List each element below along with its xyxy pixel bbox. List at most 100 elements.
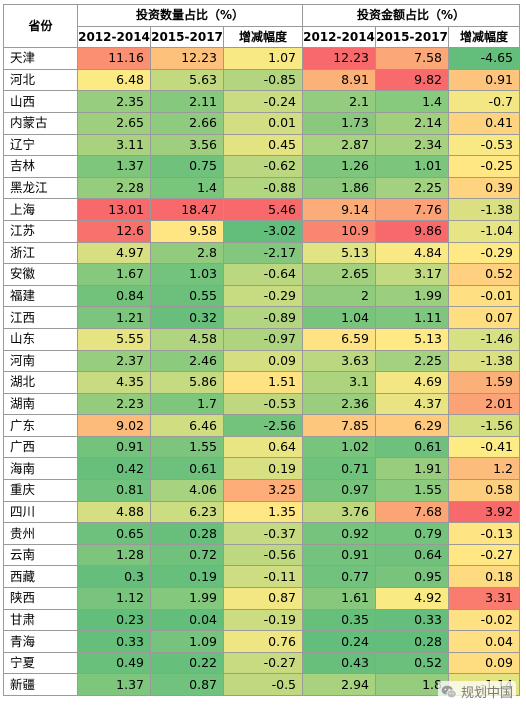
amount-2012-2014-cell: 1.61 xyxy=(302,587,376,610)
amount-2015-2017-cell: 4.69 xyxy=(375,371,449,394)
count-change-cell: -0.29 xyxy=(223,284,303,308)
amount-change-cell: 0.41 xyxy=(448,111,520,135)
amount-change-cell: 0.52 xyxy=(448,263,520,286)
amount-2012-2014-cell: 10.9 xyxy=(302,219,376,243)
count-change-cell: 3.25 xyxy=(223,479,303,502)
province-cell: 天津 xyxy=(3,47,78,70)
table-row: 西藏 0.3 0.19 -0.11 0.77 0.95 0.18 xyxy=(3,565,520,589)
count-2012-2014-cell: 3.11 xyxy=(77,133,151,157)
province-cell: 山东 xyxy=(3,327,78,351)
table-row: 吉林 1.37 0.75 -0.62 1.26 1.01 -0.25 xyxy=(3,155,520,178)
province-cell: 四川 xyxy=(3,500,78,524)
province-cell: 江西 xyxy=(3,306,78,329)
table-row: 江苏 12.6 9.58 -3.02 10.9 9.86 -1.04 xyxy=(3,219,520,243)
count-2012-2014-cell: 0.23 xyxy=(77,608,151,632)
amount-change-cell: -0.41 xyxy=(448,435,520,459)
table-row: 重庆 0.81 4.06 3.25 0.97 1.55 0.58 xyxy=(3,479,520,502)
amount-2012-2014-cell: 0.35 xyxy=(302,608,376,632)
investment-table: 省份 投资数量占比（%） 投资金额占比（%） 2012-2014 2015-20… xyxy=(3,3,520,696)
table-row: 湖南 2.23 1.7 -0.53 2.36 4.37 2.01 xyxy=(3,392,520,416)
header-row-top: 省份 投资数量占比（%） 投资金额占比（%） xyxy=(3,3,520,49)
table-row: 上海 13.01 18.47 5.46 9.14 7.76 -1.38 xyxy=(3,198,520,221)
count-2012-2014-cell: 2.28 xyxy=(77,176,151,200)
count-2012-2014-cell: 2.23 xyxy=(77,392,151,416)
province-cell: 湖北 xyxy=(3,371,78,394)
amount-2015-2017-cell: 6.29 xyxy=(375,414,449,437)
amount-2012-2014-cell: 2.87 xyxy=(302,133,376,157)
wechat-icon xyxy=(441,685,457,698)
amount-2015-2017-cell: 1.55 xyxy=(375,479,449,502)
count-2015-2017-cell: 2.11 xyxy=(150,90,224,113)
count-2012-2014-cell: 4.88 xyxy=(77,500,151,524)
table-row: 山西 2.35 2.11 -0.24 2.1 1.4 -0.7 xyxy=(3,90,520,113)
amount-change-cell: 0.39 xyxy=(448,176,520,200)
table-row: 天津 11.16 12.23 1.07 12.23 7.58 -4.65 xyxy=(3,47,520,70)
province-header: 省份 xyxy=(3,3,78,49)
count-2015-2017-cell: 2.8 xyxy=(150,241,224,265)
count-2012-2014-cell: 0.84 xyxy=(77,284,151,308)
table-row: 辽宁 3.11 3.56 0.45 2.87 2.34 -0.53 xyxy=(3,133,520,157)
amount-2012-2014-cell: 2 xyxy=(302,284,376,308)
count-change-cell: 1.51 xyxy=(223,371,303,394)
amount-2012-2014-cell: 2.1 xyxy=(302,90,376,113)
count-2012-2014-cell: 6.48 xyxy=(77,68,151,92)
province-cell: 河南 xyxy=(3,349,78,373)
amount-2015-2017-cell: 9.86 xyxy=(375,219,449,243)
amount-2012-2014-cell: 9.14 xyxy=(302,198,376,221)
count-2012-2014-cell: 2.37 xyxy=(77,349,151,373)
amount-2012-2014-cell: 8.91 xyxy=(302,68,376,92)
count-2012-2014-cell: 0.3 xyxy=(77,565,151,589)
table-row: 云南 1.28 0.72 -0.56 0.91 0.64 -0.27 xyxy=(3,543,520,567)
count-2015-2017-cell: 5.86 xyxy=(150,371,224,394)
table-row: 青海 0.33 1.09 0.76 0.24 0.28 0.04 xyxy=(3,630,520,653)
count-change-cell: -2.56 xyxy=(223,414,303,437)
table-row: 河北 6.48 5.63 -0.85 8.91 9.82 0.91 xyxy=(3,68,520,92)
amount-2015-2017-cell: 7.58 xyxy=(375,47,449,70)
amount-change-cell: -0.53 xyxy=(448,133,520,157)
amount-2015-2017-cell: 0.33 xyxy=(375,608,449,632)
count-2012-2014-cell: 4.35 xyxy=(77,371,151,394)
amount-2012-2014-cell: 0.43 xyxy=(302,651,376,675)
amount-2012-2014-cell: 3.63 xyxy=(302,349,376,373)
amount-2012-2014-cell: 5.13 xyxy=(302,241,376,265)
province-cell: 宁夏 xyxy=(3,651,78,675)
table-row: 宁夏 0.49 0.22 -0.27 0.43 0.52 0.09 xyxy=(3,651,520,675)
count-change-cell: -0.89 xyxy=(223,306,303,329)
amount-change-cell: -0.7 xyxy=(448,90,520,113)
amount-2015-2017-cell: 2.25 xyxy=(375,176,449,200)
count-2012-2014-cell: 5.55 xyxy=(77,327,151,351)
count-2012-2014-cell: 4.97 xyxy=(77,241,151,265)
table-row: 新疆1.370.87-0.52.941.8-1.14 xyxy=(3,673,520,696)
province-cell: 河北 xyxy=(3,68,78,92)
amount-2015-2017-header: 2015-2017 xyxy=(375,25,449,49)
watermark: 规划中国 xyxy=(437,681,516,702)
count-2015-2017-cell: 3.56 xyxy=(150,133,224,157)
amount-change-cell: -0.27 xyxy=(448,543,520,567)
count-change-cell: -0.64 xyxy=(223,263,303,286)
count-2015-2017-cell: 6.46 xyxy=(150,414,224,437)
count-2012-2014-cell: 1.67 xyxy=(77,263,151,286)
amount-2015-2017-cell: 1.8 xyxy=(375,673,449,696)
table-row: 黑龙江 2.28 1.4 -0.88 1.86 2.25 0.39 xyxy=(3,176,520,200)
amount-2015-2017-cell: 1.99 xyxy=(375,284,449,308)
amount-2012-2014-cell: 3.1 xyxy=(302,371,376,394)
count-change-cell: 5.46 xyxy=(223,198,303,221)
amount-2015-2017-cell: 2.34 xyxy=(375,133,449,157)
table-row: 广东 9.02 6.46 -2.56 7.85 6.29 -1.56 xyxy=(3,414,520,437)
province-cell: 广东 xyxy=(3,414,78,437)
count-2012-2014-cell: 2.35 xyxy=(77,90,151,113)
amount-2015-2017-cell: 0.28 xyxy=(375,630,449,653)
amount-change-cell: -1.46 xyxy=(448,327,520,351)
table-row: 广西 0.91 1.55 0.64 1.02 0.61 -0.41 xyxy=(3,435,520,459)
table-row: 四川 4.88 6.23 1.35 3.76 7.68 3.92 xyxy=(3,500,520,524)
count-2015-2017-cell: 0.22 xyxy=(150,651,224,675)
amount-2015-2017-cell: 0.64 xyxy=(375,543,449,567)
amount-2015-2017-cell: 2.25 xyxy=(375,349,449,373)
count-change-cell: -0.37 xyxy=(223,522,303,545)
amount-2012-2014-cell: 2.65 xyxy=(302,263,376,286)
amount-2015-2017-cell: 0.79 xyxy=(375,522,449,545)
province-cell: 湖南 xyxy=(3,392,78,416)
table-row: 山东 5.55 4.58 -0.97 6.59 5.13 -1.46 xyxy=(3,327,520,351)
amount-2012-2014-cell: 3.76 xyxy=(302,500,376,524)
province-cell: 江苏 xyxy=(3,219,78,243)
